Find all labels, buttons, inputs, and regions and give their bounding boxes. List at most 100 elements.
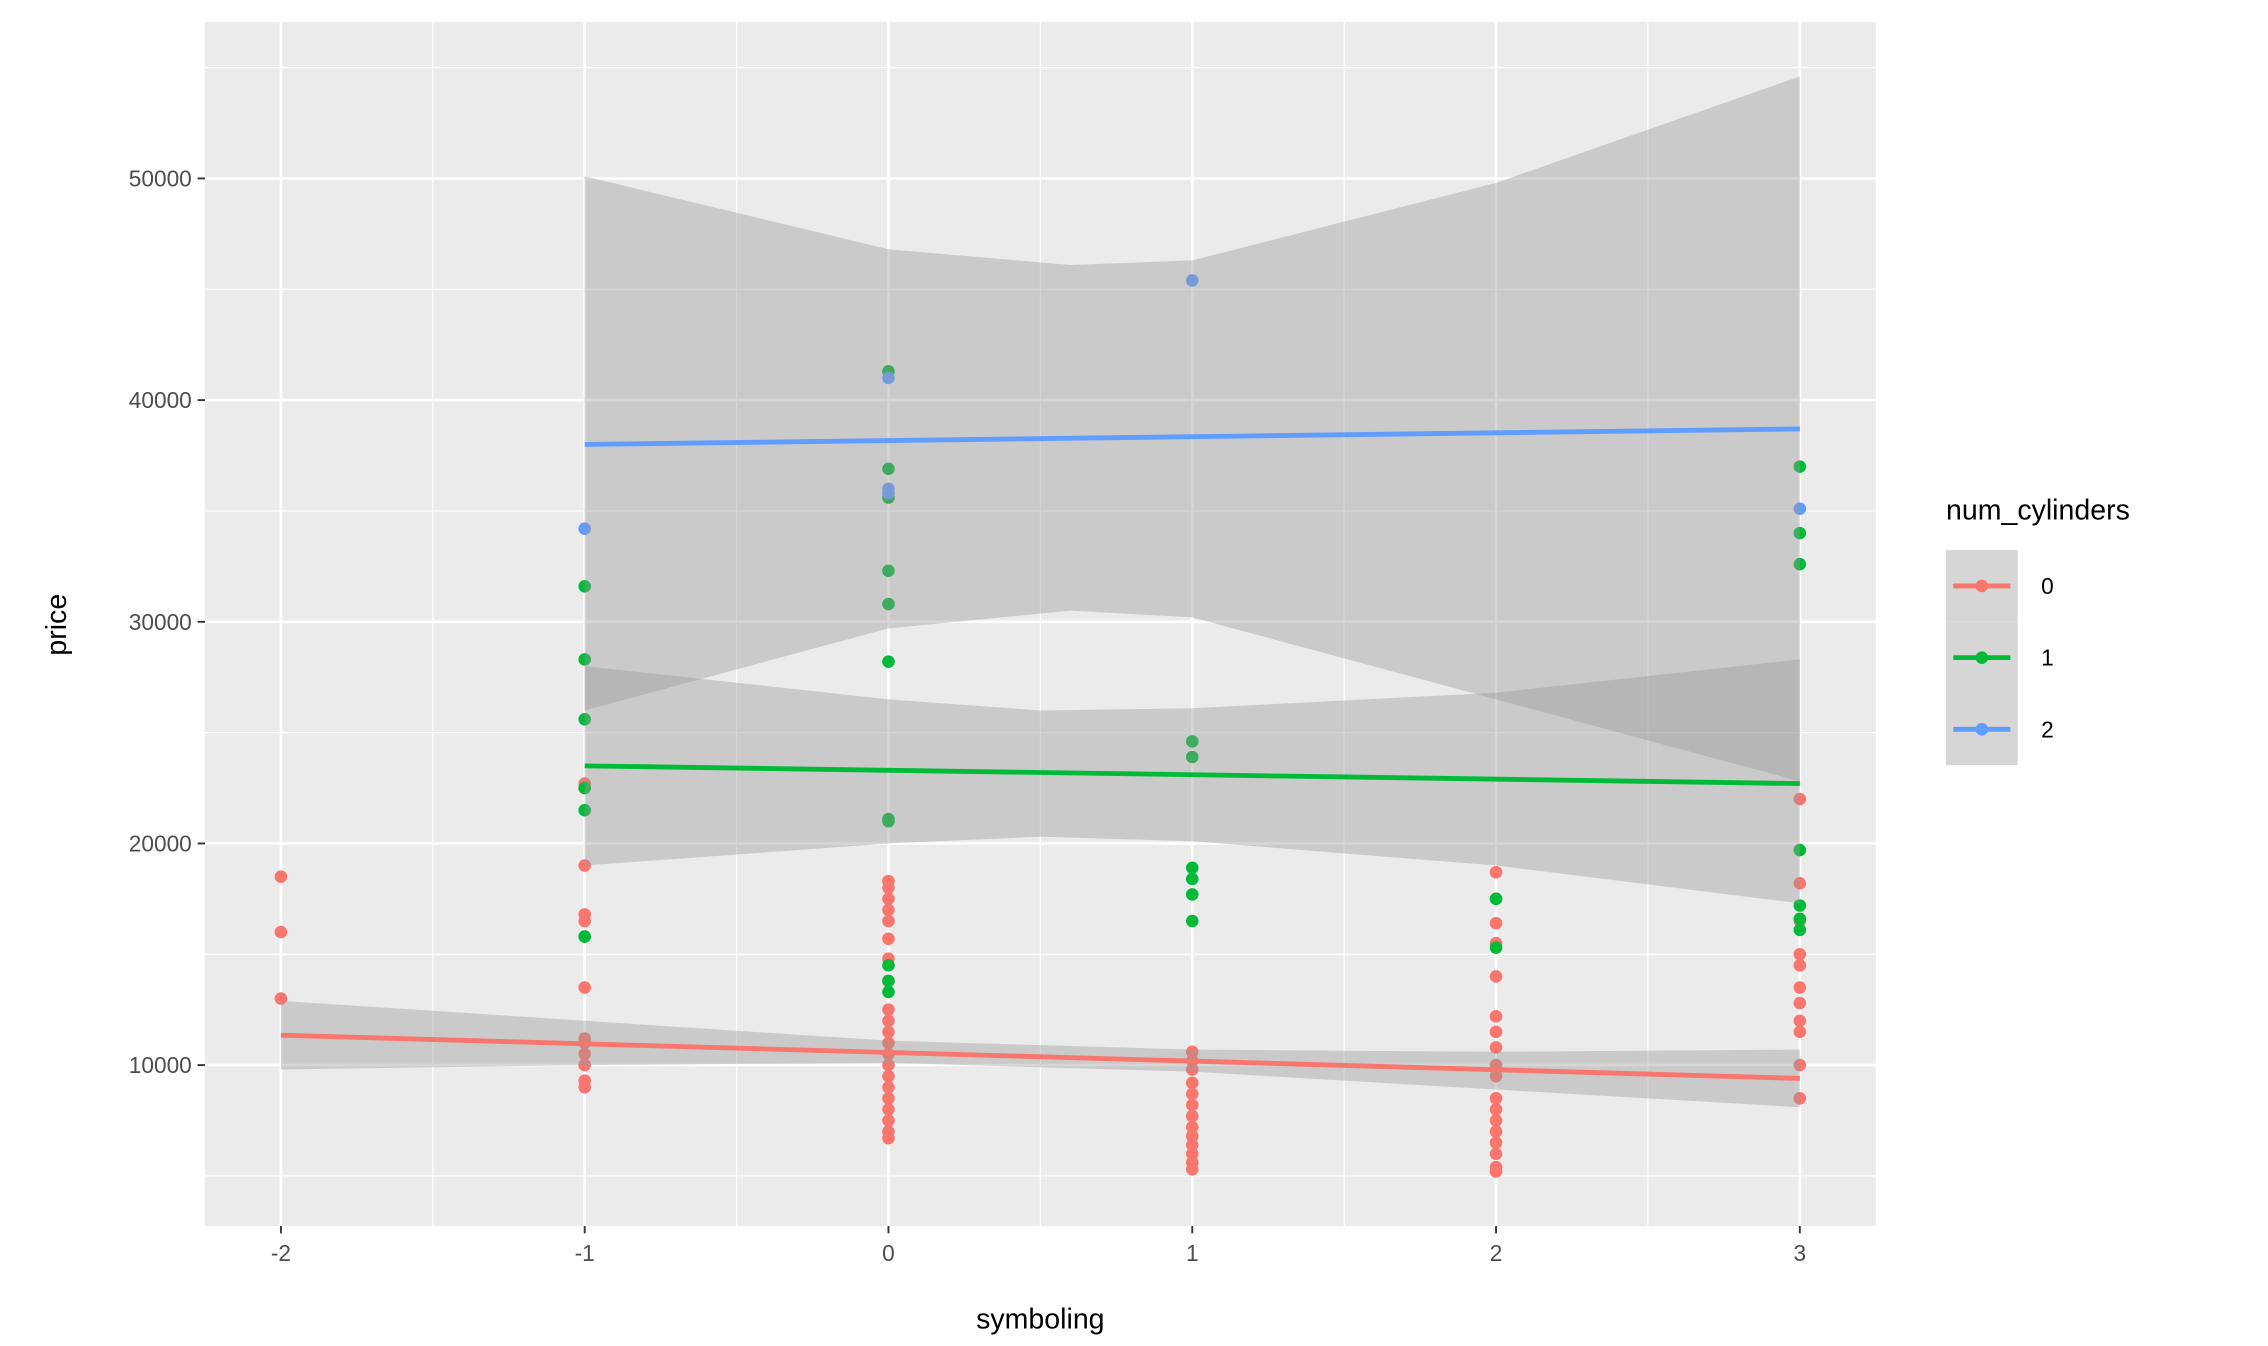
legend-point: [1975, 723, 1989, 736]
point: [1489, 1092, 1503, 1105]
point: [882, 1058, 895, 1072]
point: [1793, 899, 1807, 912]
point: [1793, 947, 1807, 961]
legend-point: [1975, 651, 1989, 664]
point: [882, 462, 895, 476]
point: [1489, 1114, 1503, 1127]
point: [882, 892, 895, 906]
point: [1185, 1098, 1199, 1112]
point: [882, 1103, 895, 1116]
point: [1185, 1045, 1199, 1059]
fit-line: [280, 1032, 1800, 1081]
point: [1793, 1014, 1807, 1028]
y-tick-label: 40000: [129, 387, 192, 413]
y-tick-label: 10000: [129, 1052, 192, 1078]
y-axis-title: price: [41, 594, 73, 656]
point: [1793, 526, 1807, 540]
point: [1185, 1120, 1199, 1134]
legend-label: 2: [2041, 716, 2054, 742]
point: [1489, 1069, 1503, 1083]
point: [1489, 970, 1503, 983]
point: [882, 1014, 895, 1028]
point: [882, 564, 895, 578]
point: [1489, 1010, 1503, 1023]
fit-line: [584, 763, 1800, 787]
x-tick-label: 1: [1186, 1240, 1199, 1266]
confidence-band: [584, 659, 1800, 904]
point: [882, 371, 895, 385]
point: [1185, 1138, 1199, 1152]
point: [1489, 1165, 1503, 1178]
point: [1793, 959, 1807, 972]
point: [578, 803, 591, 817]
point: [882, 974, 895, 988]
point: [882, 597, 895, 611]
point: [882, 1114, 895, 1127]
point: [1489, 865, 1503, 879]
point: [1185, 861, 1199, 875]
point: [1793, 1025, 1807, 1039]
point: [882, 959, 895, 972]
point: [1185, 735, 1199, 748]
point: [578, 1047, 591, 1061]
point: [1185, 750, 1199, 764]
point: [1489, 1025, 1503, 1039]
point: [1489, 892, 1503, 906]
point: [1793, 843, 1807, 857]
point: [882, 814, 895, 828]
point: [1489, 1103, 1503, 1116]
point: [1793, 912, 1807, 926]
x-tick-label: 3: [1794, 1240, 1807, 1266]
point: [1793, 877, 1807, 890]
point: [882, 914, 895, 928]
point: [1793, 1092, 1807, 1105]
point: [882, 1080, 895, 1094]
point: [882, 932, 895, 946]
point: [578, 1058, 591, 1072]
point: [578, 713, 591, 726]
point: [1185, 872, 1199, 886]
point: [1793, 792, 1807, 806]
point: [1793, 1058, 1807, 1072]
point: [1185, 1063, 1199, 1076]
point: [882, 486, 895, 500]
x-tick-label: 0: [882, 1240, 895, 1266]
point: [578, 930, 591, 943]
y-tick-label: 50000: [129, 165, 192, 191]
point: [1793, 460, 1807, 473]
legend-point: [1975, 579, 1989, 593]
point: [1489, 1125, 1503, 1138]
point: [274, 870, 288, 883]
confidence-band: [584, 76, 1800, 782]
y-tick-label: 20000: [129, 830, 192, 856]
legend-label: 1: [2041, 645, 2054, 671]
fit-line: [584, 426, 1800, 447]
point: [1793, 996, 1807, 1010]
point: [1489, 1041, 1503, 1054]
point: [1489, 941, 1503, 954]
point: [1185, 1147, 1199, 1161]
point: [1185, 888, 1199, 901]
point: [274, 925, 288, 939]
panel: [204, 21, 1876, 1227]
point: [578, 781, 591, 795]
point: [882, 1003, 895, 1016]
legend-title: num_cylinders: [1946, 494, 2130, 526]
point: [882, 903, 895, 917]
point: [1185, 1109, 1199, 1123]
point: [882, 1025, 895, 1039]
point: [1185, 1087, 1199, 1101]
point: [882, 1036, 895, 1050]
point: [1489, 1147, 1503, 1161]
point: [1793, 502, 1807, 516]
point: [1185, 1129, 1199, 1143]
point: [578, 859, 591, 872]
point: [882, 881, 895, 895]
point: [1793, 923, 1807, 937]
x-tick-label: 2: [1490, 1240, 1503, 1266]
point: [578, 653, 591, 666]
point: [1185, 914, 1199, 928]
point: [882, 985, 895, 999]
point: [882, 1092, 895, 1105]
